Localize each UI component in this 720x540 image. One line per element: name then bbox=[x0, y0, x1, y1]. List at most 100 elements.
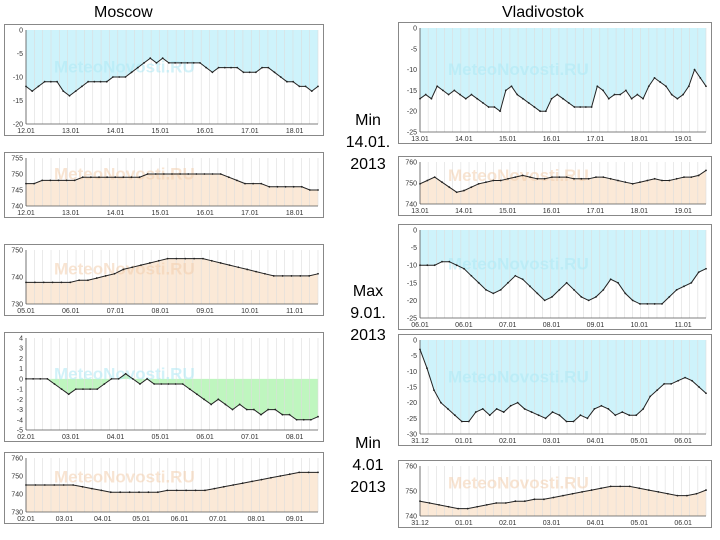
data-point bbox=[428, 502, 431, 504]
data-point bbox=[49, 80, 52, 83]
data-point bbox=[676, 97, 679, 100]
y-tick-label: 2 bbox=[19, 356, 23, 363]
x-tick-label: 16.01 bbox=[543, 208, 561, 215]
data-point bbox=[558, 288, 561, 291]
x-tick-label: 12.01 bbox=[17, 210, 35, 217]
data-point bbox=[279, 475, 282, 477]
data-point bbox=[647, 489, 650, 491]
data-point bbox=[571, 492, 574, 495]
data-point bbox=[174, 383, 177, 385]
data-point bbox=[219, 262, 222, 264]
data-point bbox=[558, 176, 561, 179]
data-point bbox=[565, 176, 568, 179]
vladivostok-title: Vladivostok bbox=[502, 4, 584, 21]
data-point bbox=[530, 411, 533, 413]
data-point bbox=[514, 500, 517, 503]
data-point bbox=[122, 176, 125, 179]
data-point bbox=[499, 110, 501, 113]
data-point bbox=[624, 292, 627, 295]
data-point bbox=[476, 505, 479, 508]
series-line bbox=[26, 258, 319, 283]
y-tick-label: -10 bbox=[407, 369, 417, 376]
data-point bbox=[166, 489, 169, 492]
data-point bbox=[138, 176, 141, 179]
y-tick-label: 0 bbox=[413, 338, 417, 345]
x-tick-label: 16.01 bbox=[543, 136, 561, 143]
y-tick-label: 0 bbox=[19, 376, 23, 383]
data-point bbox=[57, 179, 60, 182]
y-tick-label: -10 bbox=[407, 263, 417, 270]
data-point bbox=[481, 408, 484, 410]
data-point bbox=[572, 420, 575, 423]
data-point bbox=[697, 174, 700, 177]
data-point bbox=[659, 81, 662, 83]
data-point bbox=[267, 408, 270, 411]
data-point bbox=[595, 295, 597, 298]
data-point bbox=[161, 57, 164, 60]
chart-fill-area bbox=[420, 230, 706, 304]
data-point bbox=[527, 101, 530, 104]
data-point bbox=[106, 176, 109, 179]
data-point bbox=[157, 259, 160, 262]
data-point bbox=[628, 414, 631, 417]
x-tick-label: 13.01 bbox=[62, 210, 80, 217]
data-point bbox=[441, 89, 444, 92]
data-point bbox=[440, 401, 442, 404]
data-point bbox=[653, 77, 656, 79]
data-point bbox=[87, 279, 89, 282]
data-point bbox=[621, 411, 624, 413]
data-point bbox=[223, 66, 226, 69]
data-point bbox=[100, 489, 103, 492]
series-line bbox=[26, 373, 319, 421]
x-tick-label: 31.12 bbox=[411, 520, 429, 527]
x-tick-label: 07.01 bbox=[107, 308, 125, 315]
y-tick-label: -4 bbox=[17, 417, 23, 424]
data-point bbox=[199, 62, 201, 64]
data-point bbox=[492, 292, 495, 295]
data-point bbox=[131, 266, 134, 269]
data-point bbox=[607, 97, 610, 100]
data-point bbox=[112, 76, 114, 78]
data-point bbox=[307, 471, 310, 474]
data-point bbox=[153, 383, 156, 385]
data-point bbox=[529, 285, 531, 288]
data-point bbox=[205, 66, 208, 69]
data-point bbox=[81, 85, 83, 88]
data-point bbox=[292, 185, 295, 188]
data-point bbox=[288, 413, 291, 416]
data-point bbox=[677, 379, 679, 382]
data-point bbox=[522, 97, 524, 100]
data-point bbox=[493, 106, 496, 108]
data-point bbox=[39, 377, 42, 380]
data-point bbox=[131, 377, 134, 380]
data-point bbox=[544, 417, 547, 420]
data-point bbox=[609, 278, 612, 281]
data-point bbox=[537, 414, 540, 417]
data-point bbox=[552, 496, 555, 499]
data-point bbox=[238, 403, 241, 406]
data-point bbox=[202, 257, 204, 260]
data-point bbox=[470, 186, 473, 189]
data-point bbox=[668, 295, 671, 298]
data-point bbox=[488, 414, 491, 417]
data-point bbox=[89, 176, 92, 179]
data-point bbox=[697, 271, 700, 274]
data-point bbox=[457, 507, 460, 510]
data-point bbox=[683, 176, 685, 179]
data-point bbox=[617, 179, 619, 182]
data-point bbox=[210, 403, 213, 406]
data-point bbox=[298, 85, 301, 88]
data-point bbox=[487, 106, 490, 108]
data-point bbox=[302, 418, 305, 421]
data-point bbox=[308, 275, 311, 277]
data-point bbox=[25, 85, 27, 88]
data-point bbox=[453, 414, 456, 417]
data-point bbox=[286, 80, 288, 83]
data-point bbox=[514, 176, 517, 179]
data-point bbox=[614, 414, 617, 417]
data-point bbox=[288, 473, 291, 476]
data-point bbox=[25, 377, 27, 380]
data-point bbox=[260, 478, 263, 481]
x-tick-label: 18.01 bbox=[631, 208, 649, 215]
